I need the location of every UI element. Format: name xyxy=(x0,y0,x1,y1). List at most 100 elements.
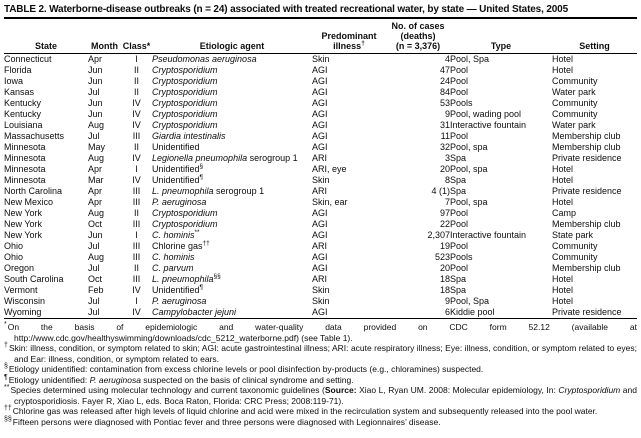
cell-state: Connecticut xyxy=(4,54,52,64)
cell-month: Jul xyxy=(88,307,100,317)
cell-month: Jun xyxy=(88,76,103,86)
cell-class: III xyxy=(132,252,141,262)
cell-type: Pool xyxy=(450,263,469,273)
footnote: §§Fifteen persons were diagnosed with Po… xyxy=(4,415,441,427)
table-row: New York Aug II Cryptosporidium AGI 97 Pool Cam… xyxy=(4,208,637,219)
table-row: Florida Jun II Cryptosporidium AGI 47 Pool Hote… xyxy=(4,65,637,76)
table-row: Louisiana Aug IV Cryptosporidium AGI 31 Intera… xyxy=(4,120,637,131)
cell-month: Aug xyxy=(88,252,105,262)
cell-illness: ARI, eye xyxy=(312,164,347,174)
cell-setting: Membership club xyxy=(552,142,621,152)
cell-type: Pool, wading pool xyxy=(450,109,522,119)
table-row: New Mexico Apr III P. aeruginosa Skin, ear 7 P… xyxy=(4,197,637,208)
cell-cases: 4 xyxy=(444,54,450,64)
footnote-symbol: † xyxy=(4,342,8,350)
table-row: North Carolina Apr III L. pneumophila serog… xyxy=(4,186,637,197)
cell-illness: AGI xyxy=(312,307,328,317)
cell-month: Jun xyxy=(88,109,103,119)
cell-type: Kiddie pool xyxy=(450,307,495,317)
cell-type: Spa xyxy=(450,285,467,295)
cell-month: Aug xyxy=(88,153,105,163)
cell-class: III xyxy=(132,197,141,207)
column-header-illness: Predominant illness† xyxy=(312,20,386,54)
cell-setting: Community xyxy=(552,241,598,251)
footnote: ††Chlorine gas was released after high l… xyxy=(4,405,598,416)
cell-class: IV xyxy=(132,98,141,108)
cell-type: Spa xyxy=(450,153,467,163)
cell-type: Pool xyxy=(450,241,469,251)
cell-cases: 24 xyxy=(439,76,450,86)
footnote: §Etiology unidentified: contamination fr… xyxy=(4,363,484,374)
cell-class: II xyxy=(133,87,139,97)
cell-setting: Community xyxy=(552,252,598,262)
cell-agent: P. aeruginosa xyxy=(152,197,207,207)
cell-cases: 9 xyxy=(444,109,450,119)
cell-setting: Hotel xyxy=(552,274,574,284)
cell-class: IV xyxy=(132,175,141,185)
cell-month: Apr xyxy=(88,164,103,174)
cell-state: New York xyxy=(4,219,43,229)
cell-class: IV xyxy=(132,285,141,295)
cell-illness: AGI xyxy=(312,131,328,141)
cell-illness: AGI xyxy=(312,87,328,97)
cell-illness: AGI xyxy=(312,252,328,262)
cell-agent: Legionella pneumophila serogroup 1 xyxy=(152,153,298,163)
cell-setting: Private residence xyxy=(552,153,622,163)
footnote-symbol: §§ xyxy=(4,415,12,423)
footnote: †Skin: illness, condition, or symptom re… xyxy=(4,342,637,364)
cell-state: North Carolina xyxy=(4,186,63,196)
column-header-type: Type xyxy=(450,20,552,54)
cell-type: Pool, Spa xyxy=(450,54,490,64)
cell-setting: Camp xyxy=(552,208,577,218)
cell-agent: Cryptosporidium xyxy=(152,98,218,108)
table-row: Wisconsin Jul I P. aeruginosa Skin 9 Pool, Spa… xyxy=(4,296,637,307)
cell-class: II xyxy=(133,263,139,273)
cell-illness: AGI xyxy=(312,120,328,130)
cell-illness: AGI xyxy=(312,208,328,218)
cell-class: II xyxy=(133,76,139,86)
cell-agent: Chlorine gas†† xyxy=(152,240,210,251)
cell-class: II xyxy=(133,142,139,152)
cell-month: Jul xyxy=(88,296,100,306)
cell-setting: Community xyxy=(552,109,598,119)
cell-agent: Unidentified¶ xyxy=(152,284,204,295)
table-title: TABLE 2. Waterborne-disease outbreaks (n… xyxy=(4,3,637,19)
cell-state: Louisiana xyxy=(4,120,43,130)
column-header-setting: Setting xyxy=(552,20,637,54)
footnote-symbol: ¶ xyxy=(4,373,8,381)
cell-class: III xyxy=(132,241,141,251)
cell-setting: Hotel xyxy=(552,296,574,306)
cell-type: Pool, spa xyxy=(450,164,488,174)
cell-cases: 22 xyxy=(439,219,450,229)
cell-state: Oregon xyxy=(4,263,35,273)
cell-type: Pool xyxy=(450,208,469,218)
cell-setting: Community xyxy=(552,98,598,108)
table-row: Connecticut Apr I Pseudomonas aeruginosa Ski… xyxy=(4,54,637,66)
cell-setting: Private residence xyxy=(552,307,622,317)
cell-month: Jul xyxy=(88,131,100,141)
cell-cases: 53 xyxy=(439,98,450,108)
cell-state: Wisconsin xyxy=(4,296,46,306)
cell-month: Jul xyxy=(88,241,100,251)
table-row: Ohio Jul III Chlorine gas†† ARI 19 Pool Communi… xyxy=(4,240,637,252)
cell-illness: ARI xyxy=(312,241,328,251)
cell-agent: P. aeruginosa xyxy=(152,296,207,306)
cell-type: Pool, spa xyxy=(450,142,488,152)
cell-agent: Campylobacter jejuni xyxy=(152,307,237,317)
cell-cases: 84 xyxy=(439,87,450,97)
column-header-month: Month xyxy=(88,20,121,54)
cell-illness: AGI xyxy=(312,76,328,86)
cell-class: IV xyxy=(132,120,141,130)
cell-illness: AGI xyxy=(312,98,328,108)
cell-setting: State park xyxy=(552,230,594,240)
cell-setting: Water park xyxy=(552,120,596,130)
cell-illness: Skin, ear xyxy=(312,197,348,207)
cell-cases: 9 xyxy=(444,296,450,306)
cell-agent: Giardia intestinalis xyxy=(152,131,226,141)
cell-month: Jul xyxy=(88,87,100,97)
footnote: *On the basis of epidemiologic and water… xyxy=(4,321,637,343)
cell-cases: 19 xyxy=(439,241,450,251)
cell-cases: 47 xyxy=(439,65,450,75)
cell-agent: Cryptosporidium xyxy=(152,76,218,86)
table-row: Minnesota May II Unidentified AGI 32 Pool, spa… xyxy=(4,142,637,153)
